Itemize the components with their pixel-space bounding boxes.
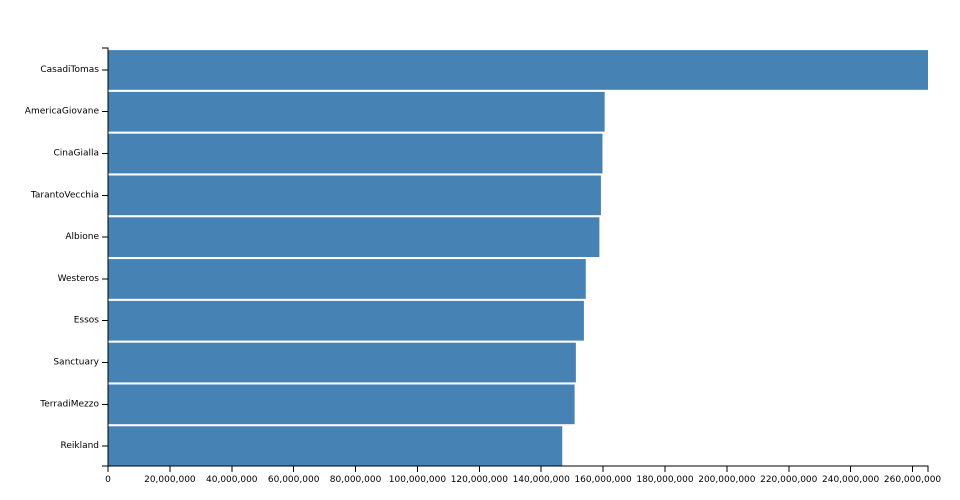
bar: [108, 50, 928, 90]
category-label: TerradiMezzo: [39, 399, 99, 409]
bar: [108, 259, 586, 299]
x-tick-label: 60,000,000: [268, 475, 320, 485]
bar: [108, 342, 576, 383]
bar: [108, 175, 601, 216]
x-tick-label: 240,000,000: [822, 475, 880, 485]
x-tick-label: 220,000,000: [760, 475, 818, 485]
x-tick-label: 200,000,000: [698, 475, 756, 485]
bar: [108, 384, 575, 425]
x-tick-label: 80,000,000: [330, 475, 382, 485]
category-label: AmericaGiovane: [25, 107, 100, 117]
x-tick-label: 120,000,000: [451, 475, 509, 485]
bars-group: [108, 50, 928, 466]
category-label: TarantoVecchia: [30, 190, 99, 200]
x-tick-label: 100,000,000: [389, 475, 447, 485]
x-tick-label: 180,000,000: [636, 475, 694, 485]
category-label: Albione: [65, 232, 99, 242]
bar: [108, 91, 605, 132]
bar: [108, 300, 584, 341]
y-axis: CasadiTomas AmericaGiovane CinaGialla Taran…: [25, 47, 109, 467]
x-tick-label: 260,000,000: [884, 475, 942, 485]
x-tick-label: 40,000,000: [206, 475, 258, 485]
category-label: CasadiTomas: [40, 65, 99, 75]
x-tick-label: 160,000,000: [574, 475, 632, 485]
category-label: CinaGialla: [53, 149, 99, 159]
category-label: Sanctuary: [53, 358, 99, 368]
bar: [108, 133, 603, 174]
category-label: Essos: [74, 316, 100, 326]
x-tick-label: 140,000,000: [513, 475, 571, 485]
x-tick-label: 0: [105, 475, 111, 485]
y-axis-line: [102, 47, 109, 467]
x-tick-label: 20,000,000: [144, 475, 196, 485]
category-label: Reikland: [60, 441, 99, 451]
bar: [108, 217, 600, 257]
x-axis-line: [107, 465, 929, 472]
x-axis: 0 20,000,000 40,000,000 60,000,000 80,000,00…: [105, 465, 942, 485]
bar: [108, 426, 563, 466]
category-label: Westeros: [58, 274, 100, 284]
